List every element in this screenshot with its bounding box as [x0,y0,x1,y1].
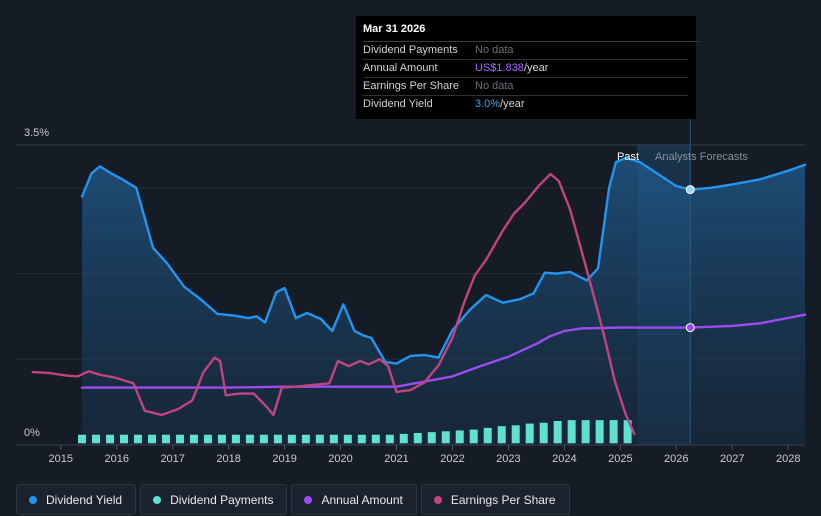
dividend-payment-bar [106,434,115,444]
dividend-payment-bar [357,434,366,444]
dividend-payment-bar [581,420,590,444]
tooltip-value: No data [475,44,514,56]
dividend-payment-bar [161,434,170,444]
dividend-payment-bar [133,434,142,444]
legend-annual-amount[interactable]: Annual Amount [291,484,417,515]
x-axis-ticks: 2015 2016 2017 2018 2019 2020 2021 2022 2023 2024… [49,445,800,465]
tooltip-value: US$1.838 [475,62,524,74]
annual-amount-marker [685,323,695,333]
x-tick-label: 2025 [608,453,632,465]
legend-label: Dividend Yield [46,492,123,507]
dividend-payment-bar [329,434,338,444]
dividend-payment-bar [553,421,562,444]
dividend-payment-bar [315,434,324,444]
dividend-payment-bar [469,429,478,444]
dividend-yield-marker [685,185,695,195]
earnings-per-share-line [31,172,636,436]
dividend-payment-bar [483,427,492,444]
dividend-payment-bar [273,434,282,444]
tooltip-row-dividend-yield: Dividend Yield 3.0%/year [363,96,688,113]
dividend-payment-bar [92,434,101,444]
dividend-payment-bar [455,430,464,444]
x-tick-label: 2021 [384,453,408,465]
dividend-payment-bar [189,434,198,444]
series-lines [31,156,807,436]
x-tick-label: 2018 [216,453,240,465]
dividend-payment-bar [301,434,310,444]
dividend-payment-bar [78,434,87,444]
dividend-payment-bar [539,422,548,444]
legend-earnings-per-share[interactable]: Earnings Per Share [420,484,570,515]
x-tick-label: 2022 [440,453,464,465]
dividend-payments-bars [78,420,632,444]
y-axis-top-label: 3.5% [24,127,49,139]
tooltip-row-earnings-per-share: Earnings Per Share No data [363,78,688,96]
dividend-payment-bar [567,420,576,444]
tooltip-value: 3.0% [475,98,501,110]
tooltip-row-annual-amount: Annual Amount US$1.838/year [363,60,688,78]
tooltip-value: No data [475,80,514,92]
legend-dot-icon [29,495,37,504]
x-tick-label: 2024 [552,453,576,465]
annual-amount-line [80,313,807,389]
tooltip-date: Mar 31 2026 [363,20,699,42]
tooltip-row-dividend-payments: Dividend Payments No data [363,42,688,60]
cursor-markers [685,185,695,333]
tooltip-label: Dividend Payments [363,44,458,56]
dividend-payment-bar [441,431,450,444]
legend-label: Dividend Payments [170,492,274,507]
x-tick-label: 2015 [49,453,73,465]
dividend-payment-bar [623,420,632,444]
legend-dividend-yield[interactable]: Dividend Yield [16,484,137,515]
dividend-payment-bar [245,434,254,444]
legend-dividend-payments[interactable]: Dividend Payments [140,484,288,515]
tooltip-label: Annual Amount [363,62,438,74]
x-tick-label: 2019 [272,453,296,465]
dividend-payment-bar [175,434,184,444]
analysts-forecasts-label: Analysts Forecasts [655,151,748,163]
dividend-yield-area [82,157,805,445]
legend-dot-icon [304,495,313,504]
dividend-payment-bar [217,434,226,444]
x-tick-label: 2023 [496,453,520,465]
dividend-payment-bar [231,434,240,444]
dividend-payment-bar [595,420,604,444]
tooltip: Mar 31 2026 Dividend Payments No data An… [356,16,699,119]
legend: Dividend Yield Dividend Payments Annual … [16,484,570,515]
dividend-payment-bar [511,425,520,444]
dividend-payment-bar [609,420,618,444]
tooltip-label: Dividend Yield [363,98,433,110]
dividend-payment-bar [497,426,506,444]
dividend-payment-bar [427,432,436,444]
dividend-payment-bar [203,434,212,444]
tooltip-label: Earnings Per Share [363,80,459,92]
dividend-payment-bar [287,434,296,444]
dividend-payment-bar [147,434,156,444]
y-axis-bottom-label: 0% [24,427,40,439]
legend-dot-icon [433,495,442,504]
tooltip-unit: /year [500,98,525,110]
x-tick-label: 2017 [160,453,184,465]
legend-label: Earnings Per Share [450,492,556,507]
legend-label: Annual Amount [321,492,403,507]
past-label: Past [617,151,639,163]
x-tick-label: 2016 [104,453,128,465]
x-tick-label: 2027 [720,453,744,465]
dividend-payment-bar [119,434,128,444]
dividend-payment-bar [371,434,380,444]
legend-dot-icon [153,495,162,504]
dividend-yield-fill [82,157,805,445]
x-tick-label: 2026 [664,453,688,465]
dividend-payment-bar [343,434,352,444]
x-tick-label: 2020 [328,453,352,465]
dividend-payment-bar [259,434,268,444]
dividend-yield-line [80,156,807,365]
dividend-payment-bar [413,433,422,444]
x-tick-label: 2028 [776,453,800,465]
dividend-payment-bar [399,433,408,444]
tooltip-unit: /year [523,62,549,74]
dividend-payment-bar [525,423,534,444]
dividend-payment-bar [385,434,394,444]
